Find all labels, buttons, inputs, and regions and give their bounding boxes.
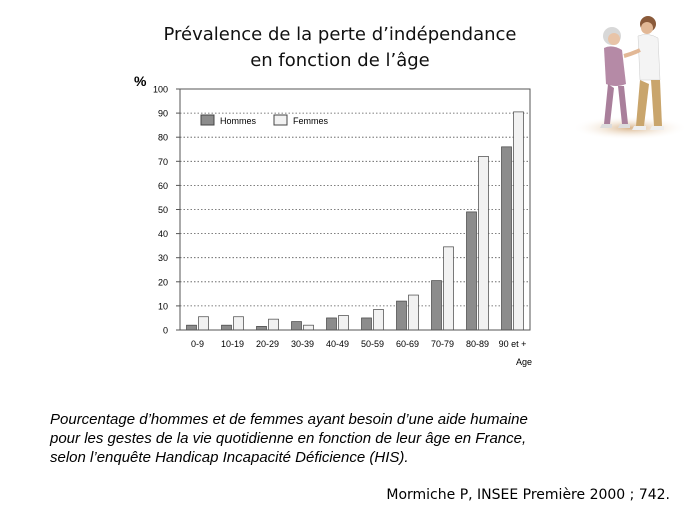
bar-chart: 0 10 20 30 40 50 60 70 80 90 100 0-9 10-19 20-29 30-3… <box>134 73 532 367</box>
x-tick-label-60-69: 60-69 <box>396 339 419 349</box>
bar-hommes-40-49 <box>326 317 337 331</box>
bar-femmes-70-79 <box>443 246 454 331</box>
y-tick-label-10: 10 <box>158 301 168 311</box>
bar-hommes-90-et-+ <box>501 146 512 331</box>
caregiver-with-elderly-woman-photo <box>572 16 688 140</box>
legend-swatch-femmes <box>273 114 288 126</box>
y-tick-label-30: 30 <box>158 253 168 263</box>
x-tick-label-40-49: 40-49 <box>326 339 349 349</box>
y-tick-label-60: 60 <box>158 181 168 191</box>
bar-femmes-80-89 <box>478 156 489 331</box>
plot-area-border <box>179 88 531 331</box>
y-tick-label-80: 80 <box>158 133 168 143</box>
title-line-2: en fonction de l’âge <box>250 50 430 71</box>
y-tick-label-40: 40 <box>158 229 168 239</box>
y-tick-label-20: 20 <box>158 277 168 287</box>
bar-femmes-0-9 <box>198 316 209 331</box>
bar-hommes-60-69 <box>396 300 407 331</box>
bar-hommes-0-9 <box>186 324 197 331</box>
bar-femmes-50-59 <box>373 309 384 331</box>
x-tick-label-0-9: 0-9 <box>191 339 204 349</box>
y-tick-label-100: 100 <box>153 85 168 95</box>
bar-femmes-60-69 <box>408 294 419 331</box>
x-tick-label-20-29: 20-29 <box>256 339 279 349</box>
y-axis-label: % <box>134 73 147 89</box>
x-tick-labels: 0-9 10-19 20-29 30-39 40-49 50-59 60-69 70-79 80… <box>191 339 526 349</box>
y-tick-label-90: 90 <box>158 109 168 119</box>
caption-line-2: pour les gestes de la vie quotidienne en… <box>50 430 527 447</box>
grid-lines <box>180 112 530 307</box>
legend: Hommes Femmes <box>200 114 329 126</box>
x-tick-label-50-59: 50-59 <box>361 339 384 349</box>
x-tick-label-70-79: 70-79 <box>431 339 454 349</box>
chart-title: Prévalence de la perte d’indépendance en… <box>140 22 540 74</box>
y-tick-label-70: 70 <box>158 157 168 167</box>
legend-swatch-hommes <box>200 114 215 126</box>
x-tick-label-80-89: 80-89 <box>466 339 489 349</box>
bars <box>186 111 524 331</box>
bar-hommes-80-89 <box>466 211 477 331</box>
bar-femmes-20-29 <box>268 318 279 331</box>
x-tick-label-30-39: 30-39 <box>291 339 314 349</box>
caption-line-3: selon l’enquête Handicap Incapacité Défi… <box>50 449 409 466</box>
bar-hommes-70-79 <box>431 280 442 331</box>
bar-femmes-10-19 <box>233 316 244 331</box>
bar-hommes-10-19 <box>221 324 232 331</box>
y-tick-label-0: 0 <box>163 326 168 336</box>
bar-femmes-30-39 <box>303 324 314 331</box>
title-line-1: Prévalence de la perte d’indépendance <box>163 24 517 45</box>
source-citation: Mormiche P, INSEE Première 2000 ; 742. <box>386 487 670 503</box>
y-tick-label-50: 50 <box>158 205 168 215</box>
legend-label-femmes: Femmes <box>293 116 329 126</box>
bar-hommes-50-59 <box>361 317 372 331</box>
x-tick-label-10-19: 10-19 <box>221 339 244 349</box>
legend-label-hommes: Hommes <box>220 116 257 126</box>
bar-hommes-20-29 <box>256 326 267 331</box>
bar-femmes-40-49 <box>338 315 349 331</box>
y-tick-labels: 0 10 20 30 40 50 60 70 80 90 100 <box>153 85 180 336</box>
caption: Pourcentage d’hommes et de femmes ayant … <box>50 410 650 467</box>
bar-femmes-90-et-+ <box>513 111 524 331</box>
x-axis-label: Age <box>516 357 532 367</box>
caption-line-1: Pourcentage d’hommes et de femmes ayant … <box>50 411 528 428</box>
bar-hommes-30-39 <box>291 321 302 331</box>
x-tick-label-90-et-+: 90 et + <box>499 339 527 349</box>
